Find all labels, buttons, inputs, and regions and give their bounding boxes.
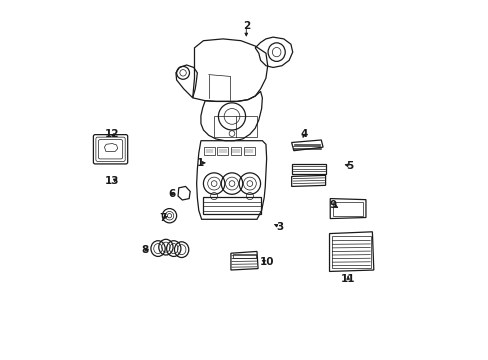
Text: 4: 4 [300, 129, 307, 139]
Text: 13: 13 [105, 176, 120, 186]
Text: 8: 8 [142, 245, 148, 255]
Text: 1: 1 [197, 158, 204, 168]
Bar [331, 236, 370, 267]
Bar [332, 202, 363, 216]
Text: 2: 2 [242, 21, 249, 31]
Text: 10: 10 [259, 257, 273, 267]
Bar [203, 197, 260, 214]
Text: 5: 5 [346, 161, 353, 171]
Text: 11: 11 [340, 274, 355, 284]
Bar [244, 147, 254, 155]
Bar [214, 116, 257, 137]
Bar [230, 147, 241, 155]
Text: 9: 9 [329, 200, 336, 210]
Text: 6: 6 [168, 189, 175, 199]
Bar [232, 253, 255, 258]
Bar [217, 147, 227, 155]
Text: 7: 7 [159, 212, 166, 222]
Text: 3: 3 [276, 222, 283, 232]
Bar [203, 147, 214, 155]
Text: 12: 12 [105, 129, 120, 139]
